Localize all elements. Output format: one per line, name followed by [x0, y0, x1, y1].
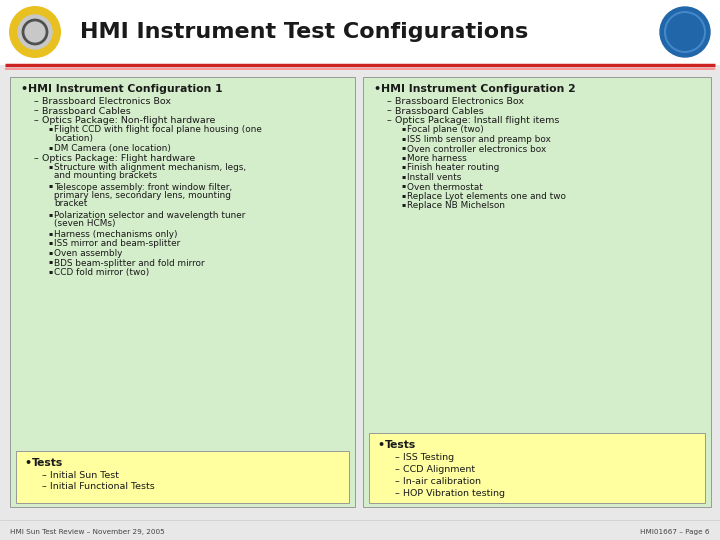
Text: •: •	[377, 440, 384, 450]
Text: ISS mirror and beam-splitter: ISS mirror and beam-splitter	[54, 240, 180, 248]
Text: CCD fold mirror (two): CCD fold mirror (two)	[54, 268, 149, 277]
Text: –: –	[387, 97, 392, 106]
Text: ▪: ▪	[401, 126, 405, 132]
Text: Tests: Tests	[385, 440, 416, 450]
Text: Brassboard Electronics Box: Brassboard Electronics Box	[42, 97, 171, 106]
Circle shape	[660, 7, 710, 57]
Text: Replace Lyot elements one and two: Replace Lyot elements one and two	[407, 192, 566, 201]
Text: ▪: ▪	[48, 184, 53, 188]
Text: ▪: ▪	[48, 240, 53, 246]
Text: –: –	[42, 471, 47, 480]
Text: –: –	[395, 453, 400, 462]
Text: Tests: Tests	[32, 458, 63, 468]
Text: Install vents: Install vents	[407, 173, 462, 182]
Text: Harness (mechanisms only): Harness (mechanisms only)	[54, 230, 178, 239]
Text: HMI Sun Test Review – November 29, 2005: HMI Sun Test Review – November 29, 2005	[10, 529, 165, 535]
Text: Oven controller electronics box: Oven controller electronics box	[407, 145, 546, 153]
Text: –: –	[34, 97, 39, 106]
Text: HOP Vibration testing: HOP Vibration testing	[403, 489, 505, 498]
Text: Finish heater routing: Finish heater routing	[407, 164, 499, 172]
Text: HMI Instrument Configuration 2: HMI Instrument Configuration 2	[381, 84, 576, 94]
Text: ▪: ▪	[48, 250, 53, 255]
Text: •: •	[373, 84, 380, 94]
Text: DM Camera (one location): DM Camera (one location)	[54, 145, 171, 153]
Text: –: –	[395, 489, 400, 498]
Text: Initial Functional Tests: Initial Functional Tests	[50, 482, 155, 491]
Text: ▪: ▪	[48, 231, 53, 236]
Bar	[0, 0, 720, 65]
Text: ▪: ▪	[48, 126, 53, 132]
Text: –: –	[387, 116, 392, 125]
Text: HMI Instrument Test Configurations: HMI Instrument Test Configurations	[80, 22, 528, 42]
Text: ▪: ▪	[48, 212, 53, 217]
Text: –: –	[34, 116, 39, 125]
Bar	[369, 433, 705, 503]
Text: –: –	[34, 154, 39, 163]
Text: –: –	[387, 106, 392, 116]
Text: ▪: ▪	[401, 145, 405, 151]
Text: HMI01667 – Page 6: HMI01667 – Page 6	[641, 529, 710, 535]
Bar	[16, 451, 349, 503]
Text: (seven HCMs): (seven HCMs)	[54, 219, 115, 228]
Circle shape	[18, 15, 52, 49]
Bar	[10, 77, 355, 507]
Text: –: –	[42, 482, 47, 491]
Text: Optics Package: Flight hardware: Optics Package: Flight hardware	[42, 154, 195, 163]
Text: ▪: ▪	[401, 202, 405, 207]
Text: •: •	[24, 458, 31, 468]
Text: HMI Instrument Configuration 1: HMI Instrument Configuration 1	[28, 84, 222, 94]
Text: –: –	[34, 106, 39, 116]
Text: Brassboard Cables: Brassboard Cables	[42, 106, 131, 116]
Text: Focal plane (two): Focal plane (two)	[407, 125, 484, 134]
Text: ▪: ▪	[401, 155, 405, 160]
Text: Brassboard Electronics Box: Brassboard Electronics Box	[395, 97, 524, 106]
Text: •: •	[20, 84, 27, 94]
Text: ▪: ▪	[401, 136, 405, 141]
Text: –: –	[395, 477, 400, 486]
Text: ▪: ▪	[48, 260, 53, 265]
Text: Oven assembly: Oven assembly	[54, 249, 122, 258]
Text: –: –	[395, 465, 400, 474]
Circle shape	[9, 6, 61, 58]
Text: ▪: ▪	[401, 165, 405, 170]
Text: Brassboard Cables: Brassboard Cables	[395, 106, 484, 116]
Text: Structure with alignment mechanism, legs,: Structure with alignment mechanism, legs…	[54, 164, 246, 172]
Text: ISS limb sensor and preamp box: ISS limb sensor and preamp box	[407, 135, 551, 144]
Text: BDS beam-splitter and fold mirror: BDS beam-splitter and fold mirror	[54, 259, 204, 267]
Text: and mounting brackets: and mounting brackets	[54, 172, 157, 180]
Text: ISS Testing: ISS Testing	[403, 453, 454, 462]
Text: Replace NB Michelson: Replace NB Michelson	[407, 201, 505, 211]
Text: bracket: bracket	[54, 199, 87, 207]
Text: Optics Package: Non-flight hardware: Optics Package: Non-flight hardware	[42, 116, 215, 125]
Text: In-air calibration: In-air calibration	[403, 477, 481, 486]
Text: Initial Sun Test: Initial Sun Test	[50, 471, 119, 480]
Text: Telescope assembly: front window filter,: Telescope assembly: front window filter,	[54, 183, 233, 192]
Text: Oven thermostat: Oven thermostat	[407, 183, 483, 192]
Text: ▪: ▪	[401, 193, 405, 198]
Text: ▪: ▪	[48, 145, 53, 151]
Text: ▪: ▪	[48, 165, 53, 170]
Text: location): location)	[54, 133, 93, 143]
Text: primary lens, secondary lens, mounting: primary lens, secondary lens, mounting	[54, 191, 231, 199]
Text: Polarization selector and wavelength tuner: Polarization selector and wavelength tun…	[54, 211, 246, 220]
Text: ▪: ▪	[48, 269, 53, 274]
Text: ▪: ▪	[401, 184, 405, 188]
Text: Optics Package: Install flight items: Optics Package: Install flight items	[395, 116, 559, 125]
Text: More harness: More harness	[407, 154, 467, 163]
Text: ▪: ▪	[401, 174, 405, 179]
Text: Flight CCD with flight focal plane housing (one: Flight CCD with flight focal plane housi…	[54, 125, 262, 134]
Text: CCD Alignment: CCD Alignment	[403, 465, 475, 474]
Bar	[363, 77, 711, 507]
